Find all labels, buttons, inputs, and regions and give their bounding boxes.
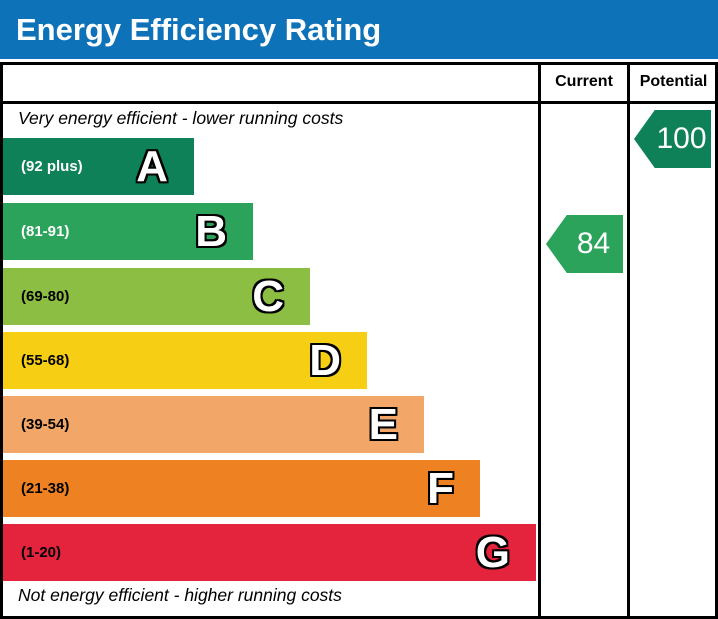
current-column-header: Current	[555, 72, 613, 90]
band-row: (81-91) B	[3, 203, 253, 260]
band-letter: G	[475, 527, 510, 577]
potential-column-header: Potential	[639, 72, 708, 90]
band-range: (69-80)	[21, 288, 70, 305]
band-range: (39-54)	[21, 416, 70, 433]
band-letter: D	[309, 335, 341, 385]
band-range: (92 plus)	[21, 158, 83, 175]
potential-rating-value: 100	[656, 122, 707, 155]
band-row: (92 plus) A	[3, 138, 194, 195]
band-row: (69-80) C	[3, 268, 310, 325]
band-letter: A	[136, 141, 168, 191]
current-rating-value: 84	[576, 227, 611, 260]
band-range: (21-38)	[21, 480, 70, 497]
band-row: (1-20) G	[3, 524, 536, 581]
column-divider-potential	[627, 62, 630, 619]
title-bar: Energy Efficiency Rating	[0, 0, 718, 59]
bottom-note: Not energy efficient - higher running co…	[18, 585, 342, 605]
band-letter: F	[427, 463, 454, 513]
band-row: (21-38) F	[3, 460, 480, 517]
header-underline	[0, 101, 718, 104]
column-divider-current	[538, 62, 541, 619]
band-row: (39-54) E	[3, 396, 424, 453]
band-range: (55-68)	[21, 352, 70, 369]
top-note: Very energy efficient - lower running co…	[18, 108, 344, 128]
page-title: Energy Efficiency Rating	[16, 11, 382, 47]
band-range: (81-91)	[21, 223, 70, 240]
band-letter: B	[195, 206, 227, 256]
band-row: (55-68) D	[3, 332, 367, 389]
band-letter: E	[368, 399, 398, 449]
band-range: (1-20)	[21, 544, 62, 561]
band-letter: C	[252, 271, 284, 321]
